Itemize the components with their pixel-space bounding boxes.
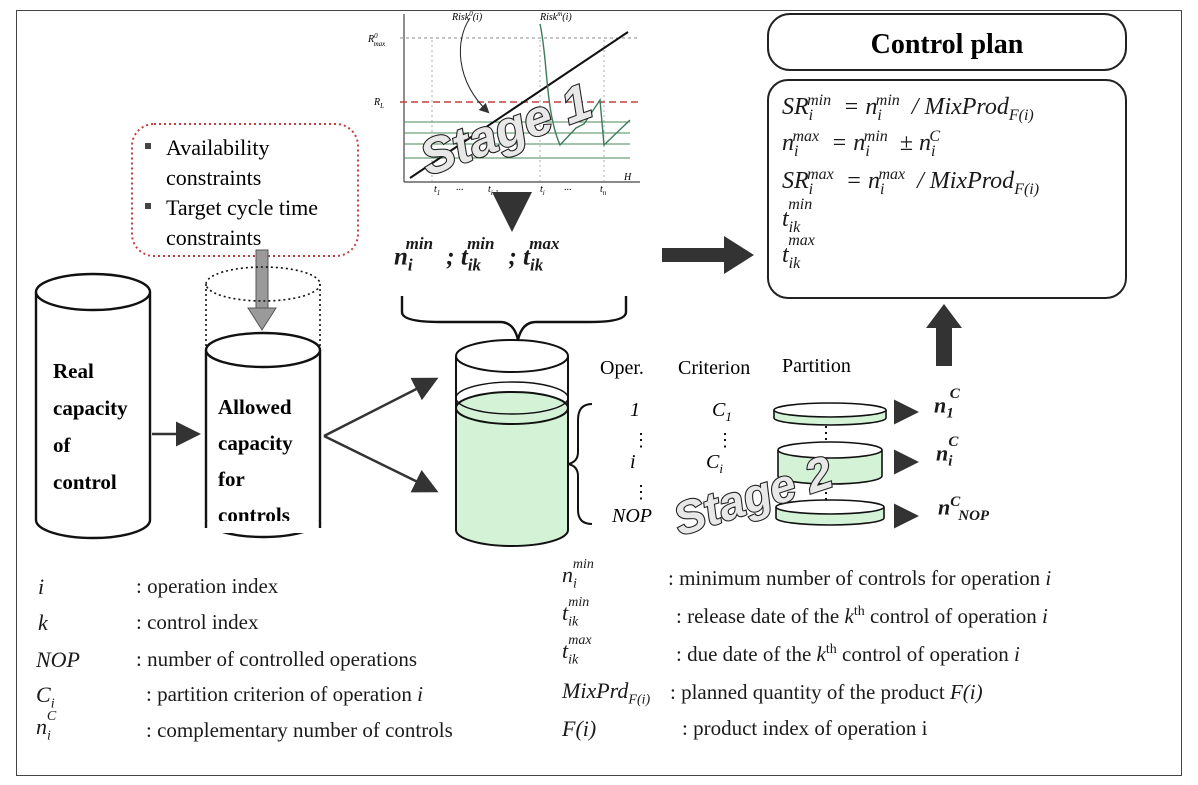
real-line-3: control [53, 470, 117, 494]
stage1-label: Stage 1 [413, 73, 599, 186]
constraint-line: Availability [166, 135, 269, 160]
chart-xlabel-tim1: ti-1 [488, 184, 499, 197]
big-arrow-right [662, 248, 726, 262]
legend-desc-ci: : partition criterion of operation i [146, 682, 424, 706]
plan-formula-t-max: tikmax [782, 232, 815, 272]
legend-symbol-nop: NOP [36, 647, 80, 672]
legend-desc-fi: : product index of operation i [682, 716, 928, 740]
control-plan-formula-box [767, 79, 1127, 299]
constraint-item-cycle: Target cycle time constraints [166, 195, 323, 250]
header-criterion: Criterion [678, 357, 750, 379]
bullet-icon [145, 143, 151, 149]
legend-desc-nop: : number of controlled operations [136, 647, 418, 671]
control-plan-title: Control plan [871, 29, 1024, 60]
plan-formula-sr-min: SRimin = nimin / MixProdF(i) [782, 92, 1034, 124]
legend-desc-nimin: : minimum number of controls for operati… [668, 566, 1052, 590]
chart-xlabel-h: H [623, 172, 632, 183]
chart-curve-label-riskm: Riskm(i) [539, 10, 572, 23]
oper-row-i: i [630, 451, 636, 473]
real-capacity-label: Real capacity of control [53, 359, 133, 494]
risk-zero-line [409, 31, 629, 179]
real-line-0: Real [53, 359, 94, 383]
allowed-line-0: Allowed [218, 395, 292, 419]
legend-desc-mixprd: : planned quantity of the product F(i) [670, 680, 983, 704]
plan-formula-sr-max: SRimax = nimax / MixProdF(i) [782, 166, 1040, 198]
legend-desc-nic: : complementary number of controls [146, 718, 453, 742]
partition-disc-nop [775, 499, 885, 526]
allowed-line-2: for [218, 467, 244, 491]
plan-formula-t-min: tikmin [782, 196, 813, 236]
control-plan-title-box [767, 13, 1127, 71]
legend-desc-i: : operation index [136, 574, 279, 598]
legend-symbol-k: k [38, 610, 48, 635]
legend-desc-k: : control index [136, 610, 259, 634]
oper-row-nop: NOP [611, 505, 652, 527]
partition-nnopc: nCNOP [938, 494, 990, 524]
partition-brace [567, 403, 593, 525]
legend-symbol-ci: Ci [36, 682, 55, 712]
partition-disc-1 [773, 402, 887, 426]
criterion-row-1: C1 [712, 399, 732, 424]
legend-desc-tikmin: : release date of the kth control of ope… [676, 604, 1048, 628]
real-line-1: capacity [53, 396, 128, 420]
oper-row-1: 1 [630, 399, 640, 421]
chart-xlabel-dots1: ... [456, 182, 464, 193]
chart-xlabel-tn: tn [600, 184, 607, 197]
chart-curve-label-risk0: Risk0(i) [451, 10, 483, 23]
partition-disc-i [777, 441, 883, 485]
header-partition: Partition [782, 355, 851, 377]
real-capacity-cylinder [34, 272, 152, 540]
criterion-row-i: Ci [706, 451, 723, 476]
chart-xlabel-dots2: ... [564, 182, 572, 193]
vertical-dots: ⋮ [716, 430, 734, 450]
allowed-line-1: capacity [218, 431, 293, 455]
vertical-dots: ⋮ [632, 430, 650, 450]
allowed-capacity-cylinder [204, 266, 322, 539]
constraint-item-availability: Availability constraints [166, 135, 275, 190]
bullet-icon [145, 203, 151, 209]
legend-symbol-mixprd: MixPrdF(i) [562, 678, 651, 708]
constraint-line: constraints [166, 225, 261, 250]
constraints-box [131, 123, 359, 257]
constraint-line: Target cycle time [166, 195, 318, 220]
legend-symbol-fi: F(i) [562, 716, 597, 741]
legend-symbol-nimin: nimin [562, 556, 594, 592]
vertical-dots: ⋮ [632, 482, 650, 502]
green-cylinder [455, 339, 569, 547]
header-oper: Oper. [600, 357, 644, 379]
legend-symbol-tikmax: tikmax [562, 632, 592, 668]
constraint-line: constraints [166, 165, 261, 190]
legend-symbol-nic: niC [36, 708, 57, 744]
real-line-2: of [53, 433, 72, 457]
legend-symbol-tikmin: tikmin [562, 594, 590, 630]
plan-formula-n-max: nimax = nimin ± niC [782, 128, 941, 160]
curly-brace [400, 296, 628, 341]
chart-xlabel-ti: ti [540, 184, 545, 197]
stage2-label: Stage 2 [667, 445, 839, 545]
legend-desc-tikmax: : due date of the kth control of operati… [676, 642, 1020, 666]
big-arrow-up [936, 326, 952, 366]
stage1-output-formula: nimin ; tikmin; tikmax [394, 234, 560, 275]
figure-frame [16, 10, 1182, 776]
chart-xlabel-t1: t1 [434, 184, 440, 197]
risk-m-curve [539, 23, 631, 147]
chart-ylabel-r0max: R0 max [367, 32, 386, 48]
partition-nic: niC [936, 434, 959, 470]
partition-n1c: n1C [934, 386, 960, 422]
chart-ylabel-rl: RL [373, 97, 384, 110]
legend-symbol-i: i [38, 574, 45, 599]
stage1-chart: R0 max RL Risk0(i) Riskm(i) t1 ... ti-1 t… [367, 10, 640, 197]
